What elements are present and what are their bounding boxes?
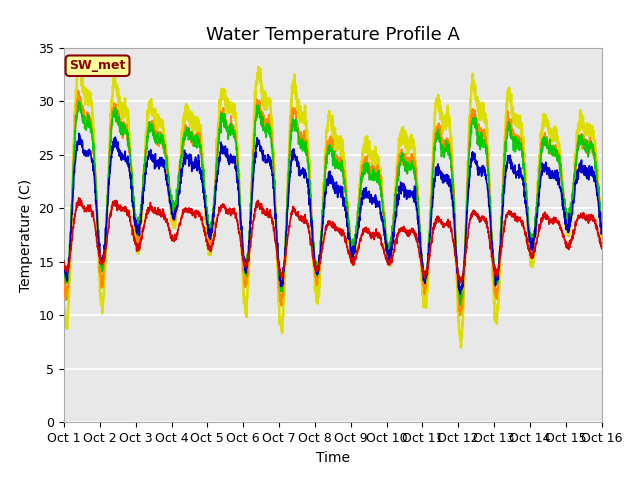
Y-axis label: Temperature (C): Temperature (C) [19, 179, 33, 292]
Legend: 0cm, +5cm, +10cm, +30cm, +50cm: 0cm, +5cm, +10cm, +30cm, +50cm [115, 477, 551, 480]
X-axis label: Time: Time [316, 451, 350, 465]
Text: SW_met: SW_met [69, 59, 125, 72]
Title: Water Temperature Profile A: Water Temperature Profile A [206, 25, 460, 44]
